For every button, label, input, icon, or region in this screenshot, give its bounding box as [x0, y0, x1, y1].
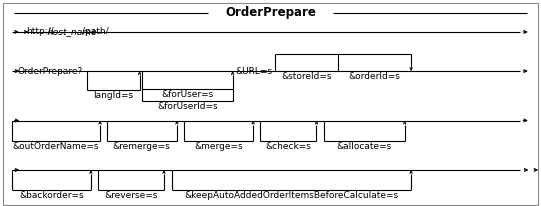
Text: &storeId=s: &storeId=s [281, 72, 332, 81]
Text: &URL=s: &URL=s [235, 67, 272, 76]
Text: &keepAutoAddedOrderItemsBeforeCalculate=s: &keepAutoAddedOrderItemsBeforeCalculate=… [184, 191, 399, 200]
Text: &forUserId=s: &forUserId=s [157, 102, 218, 111]
Text: &remerge=s: &remerge=s [113, 142, 170, 151]
Text: &forUser=s: &forUser=s [161, 90, 214, 99]
Text: &check=s: &check=s [266, 142, 311, 151]
Text: &backorder=s: &backorder=s [19, 191, 84, 200]
Text: host_name: host_name [48, 27, 97, 36]
Text: OrderPrepare: OrderPrepare [225, 6, 316, 19]
Text: langId=s: langId=s [93, 91, 133, 100]
Text: http://: http:// [26, 27, 54, 36]
Text: OrderPrepare?: OrderPrepare? [17, 67, 83, 76]
Text: &outOrderName=s: &outOrderName=s [13, 142, 99, 151]
Text: &orderId=s: &orderId=s [349, 72, 400, 81]
Text: &reverse=s: &reverse=s [104, 191, 157, 200]
Text: /path/: /path/ [82, 27, 109, 36]
Text: &merge=s: &merge=s [194, 142, 243, 151]
Text: &allocate=s: &allocate=s [337, 142, 392, 151]
